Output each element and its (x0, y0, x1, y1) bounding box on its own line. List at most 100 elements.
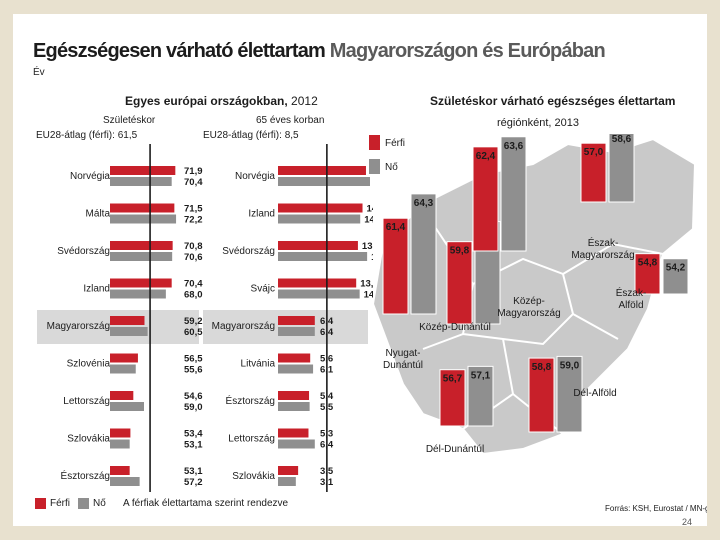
bar-male (278, 391, 310, 400)
bar-male (110, 391, 134, 400)
map-bar-female (410, 193, 437, 315)
data-label: 14,3 (364, 215, 373, 226)
unit-label: Év (33, 67, 45, 78)
map-bar-male (439, 369, 466, 427)
data-label: 14,7 (367, 204, 373, 215)
col2-avg: EU28-átlag (férfi): 8,5 (203, 130, 299, 141)
bar-female (110, 477, 140, 486)
map-value-label: 64,3 (414, 198, 434, 209)
legend-female-label: Nő (93, 498, 106, 509)
category-label: Észtország (61, 469, 110, 482)
map-legend-male-swatch (369, 135, 380, 150)
data-label: 15,5 (371, 252, 373, 263)
category-label: Litvánia (241, 359, 276, 370)
data-label: 70,4 (184, 279, 203, 290)
bar-female (278, 402, 310, 411)
category-label: Izland (83, 284, 110, 295)
map-value-label: 58,8 (532, 362, 552, 373)
data-label: 70,8 (184, 241, 203, 252)
map-bar-female (467, 365, 494, 427)
map-bar-male (580, 142, 607, 203)
region-name-label: Nyugat-Dunántúl (383, 348, 423, 371)
map-bar-female (662, 258, 689, 295)
region-name-label: Közép-Magyarország (497, 296, 560, 319)
map-bar-male (382, 217, 409, 315)
data-label: 55,6 (184, 365, 203, 376)
data-label: 54,6 (184, 391, 203, 402)
bar-female (110, 214, 177, 224)
left-panel-header: Egyes európai országokban, 2012 (125, 94, 318, 108)
source-note: Forrás: KSH, Eurostat / MN-grafika (605, 504, 707, 513)
legend-male-label: Férfi (50, 498, 70, 509)
region-map-chart: 61,464,359,862,262,463,657,058,654,854,2… (371, 134, 697, 456)
bar-female (278, 289, 360, 299)
map-legend-female-swatch (369, 159, 380, 174)
category-label: Lettország (228, 434, 275, 445)
bar-male (278, 466, 299, 475)
bar-male (110, 166, 176, 175)
map-bar-female (608, 134, 635, 203)
right-panel-header: Születéskor várható egészséges élettarta… (430, 94, 676, 108)
category-label: Szlovénia (67, 359, 111, 370)
data-label: 70,6 (184, 252, 203, 263)
bar-female (110, 364, 136, 374)
page-number: 24 (682, 517, 693, 526)
map-value-label: 58,6 (612, 134, 632, 145)
bar-male (110, 466, 130, 475)
map-bar-female (556, 355, 583, 433)
bar-male (110, 316, 145, 325)
bar-male (110, 278, 172, 288)
category-label: Málta (86, 209, 111, 220)
map-bar-male (528, 357, 555, 433)
legend-note: A férfiak élettartama szerint rendezve (123, 498, 289, 509)
bar-male (278, 428, 309, 438)
region-name-label: Észak-Alföld (616, 286, 647, 311)
bar-male (110, 203, 175, 213)
region-name-label: Dél-Dunántúl (426, 444, 484, 455)
bar-female (110, 252, 173, 261)
data-label: 71,9 (184, 166, 203, 177)
bar-male (278, 203, 363, 213)
col1-avg: EU28-átlag (férfi): 61,5 (36, 130, 138, 141)
category-label: Svájc (251, 284, 275, 295)
bar-female (278, 214, 361, 224)
map-value-label: 61,4 (386, 222, 406, 233)
bar-female (278, 364, 314, 374)
bar-female (278, 252, 368, 261)
map-value-label: 57,0 (584, 147, 604, 158)
category-label: Szlovákia (232, 471, 275, 482)
data-label: 71,5 (184, 204, 203, 215)
bar-male (110, 241, 173, 250)
map-value-label: 63,6 (504, 141, 524, 152)
category-label: Norvégia (70, 171, 110, 182)
data-label: 68,0 (184, 290, 203, 301)
map-legend-male-label: Férfi (385, 138, 405, 149)
bar-male (278, 353, 311, 363)
bar-female (110, 177, 172, 186)
bar-female (110, 402, 144, 411)
category-label: Svédország (57, 246, 110, 257)
category-label: Norvégia (235, 171, 275, 182)
data-label: 59,2 (184, 316, 203, 327)
data-label: 53,4 (184, 429, 203, 440)
right-panel-subheader: régiónként, 2013 (497, 117, 579, 129)
col1-header: Születéskor (103, 115, 156, 126)
map-value-label: 56,7 (443, 374, 463, 385)
map-bar-male (446, 241, 473, 325)
region-name-label: Észak-Magyarország (571, 236, 634, 261)
bar-female (278, 177, 370, 186)
data-label: 14,2 (364, 290, 373, 301)
bar-female (278, 439, 315, 449)
data-label: 13,9 (362, 241, 373, 252)
bar-male (110, 428, 131, 438)
data-label: 56,5 (184, 354, 203, 365)
category-label: Svédország (222, 246, 275, 257)
legend-female-swatch (78, 498, 89, 509)
data-label: 13,6 (360, 279, 373, 290)
data-label: 70,4 (184, 177, 203, 188)
data-label: 53,1 (184, 466, 203, 477)
data-label: 53,1 (184, 440, 203, 451)
bar-male (278, 278, 357, 288)
map-value-label: 57,1 (471, 370, 491, 381)
